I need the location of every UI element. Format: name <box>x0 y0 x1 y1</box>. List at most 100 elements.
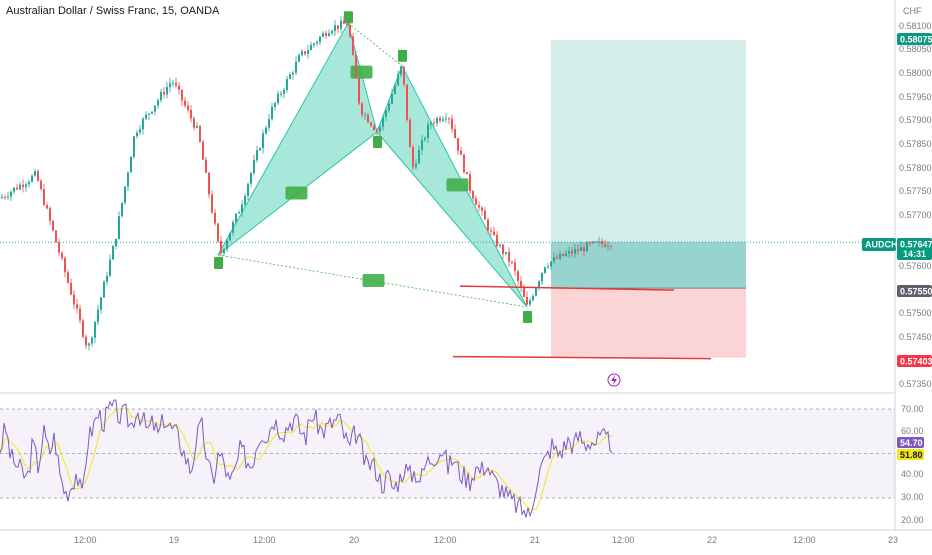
current-price-tag: AUDCHF 0.57647 14:31 <box>862 238 932 260</box>
pattern-ratio-badge <box>285 186 308 200</box>
rsi-tick: 60.00 <box>901 426 924 436</box>
candle-body <box>394 85 396 94</box>
candle-body <box>595 241 597 243</box>
svg-text:51.80: 51.80 <box>900 450 923 460</box>
candle-body <box>304 51 306 54</box>
candle-body <box>73 294 75 305</box>
candle-body <box>88 343 90 346</box>
price-tick: 0.57500 <box>899 308 932 318</box>
candle-body <box>154 105 156 112</box>
candle-body <box>37 171 39 181</box>
candle-body <box>397 74 399 86</box>
candle-body <box>214 212 216 224</box>
candle-body <box>13 187 15 192</box>
candle-body <box>298 55 300 62</box>
candle-body <box>208 172 210 195</box>
candle-body <box>253 160 255 174</box>
candle-body <box>412 147 414 168</box>
candle-body <box>532 295 534 301</box>
candle-body <box>319 36 321 42</box>
stop-price-tag: 0.57403 <box>897 355 932 367</box>
candle-body <box>247 183 249 196</box>
rsi-line <box>0 399 613 518</box>
price-tick: 0.57850 <box>899 139 932 149</box>
candle-body <box>481 207 483 211</box>
candle-body <box>76 304 78 309</box>
price-tick: 0.57350 <box>899 379 932 389</box>
candle-body <box>325 33 327 37</box>
price-tick: 0.57450 <box>899 332 932 342</box>
lightning-icon[interactable] <box>607 373 621 387</box>
candle-body <box>148 113 150 115</box>
candle-body <box>202 141 204 160</box>
time-axis[interactable]: 12:00 19 12:00 20 12:00 21 12:00 22 12:0… <box>74 535 898 545</box>
candle-body <box>91 337 93 344</box>
candle-body <box>388 103 390 111</box>
candle-body <box>562 253 564 257</box>
candle-body <box>379 126 381 132</box>
candle-body <box>511 261 513 263</box>
candle-body <box>352 36 354 55</box>
candle-body <box>568 251 570 254</box>
price-tick: 0.57950 <box>899 92 932 102</box>
candle-body <box>289 74 291 79</box>
candle-body <box>115 238 117 247</box>
candle-body <box>448 118 450 120</box>
candle-body <box>178 85 180 90</box>
rsi-axis[interactable]: 70.00 60.00 40.00 30.00 20.00 <box>901 404 924 525</box>
harmonic-pattern[interactable] <box>214 11 532 323</box>
time-label: 12:00 <box>612 535 635 545</box>
candle-body <box>496 234 498 246</box>
pane-separators <box>0 0 932 531</box>
level-lines[interactable] <box>452 285 712 360</box>
candle-body <box>361 103 363 115</box>
symbol-tag-label: AUDCHF <box>865 240 903 250</box>
candle-body <box>580 247 582 251</box>
candle-body <box>1 196 3 199</box>
candle-body <box>355 54 357 79</box>
candle-body <box>538 281 540 288</box>
candle-body <box>457 138 459 151</box>
candle-body <box>607 245 609 247</box>
candle-body <box>535 287 537 296</box>
candle-body <box>184 100 186 106</box>
candle-body <box>169 83 171 88</box>
candle-body <box>343 20 345 24</box>
candle-body <box>331 30 333 34</box>
price-tick: 0.58100 <box>899 21 932 31</box>
candle-body <box>340 20 342 29</box>
candle-body <box>520 280 522 288</box>
candle-body <box>160 92 162 101</box>
svg-text:54.70: 54.70 <box>900 438 923 448</box>
candle-body <box>181 89 183 101</box>
candle-body <box>553 257 555 262</box>
candle-body <box>271 106 273 120</box>
candle-body <box>67 272 69 283</box>
candle-body <box>133 136 135 157</box>
time-label: 22 <box>707 535 717 545</box>
candle-body <box>442 119 444 121</box>
bar-countdown: 14:31 <box>903 249 926 259</box>
candle-body <box>301 51 303 56</box>
position-tool[interactable] <box>0 39 895 358</box>
candle-body <box>547 266 549 268</box>
candle-body <box>592 241 594 244</box>
candle-body <box>211 194 213 213</box>
candle-body <box>541 272 543 282</box>
candle-body <box>103 281 105 298</box>
candle-body <box>307 50 309 54</box>
candle-body <box>43 189 45 206</box>
candle-body <box>124 186 126 203</box>
candle-body <box>577 249 579 251</box>
candle-body <box>52 220 54 231</box>
price-axis[interactable]: CHF 0.58100 0.58050 0.58000 0.57950 0.57… <box>899 6 932 389</box>
candle-body <box>58 242 60 253</box>
rsi-ma-tag: 51.80 <box>897 449 924 460</box>
candle-body <box>514 262 516 272</box>
price-tick: 0.57750 <box>899 186 932 196</box>
candle-body <box>142 118 144 130</box>
candle-body <box>523 287 525 297</box>
candle-body <box>436 118 438 124</box>
